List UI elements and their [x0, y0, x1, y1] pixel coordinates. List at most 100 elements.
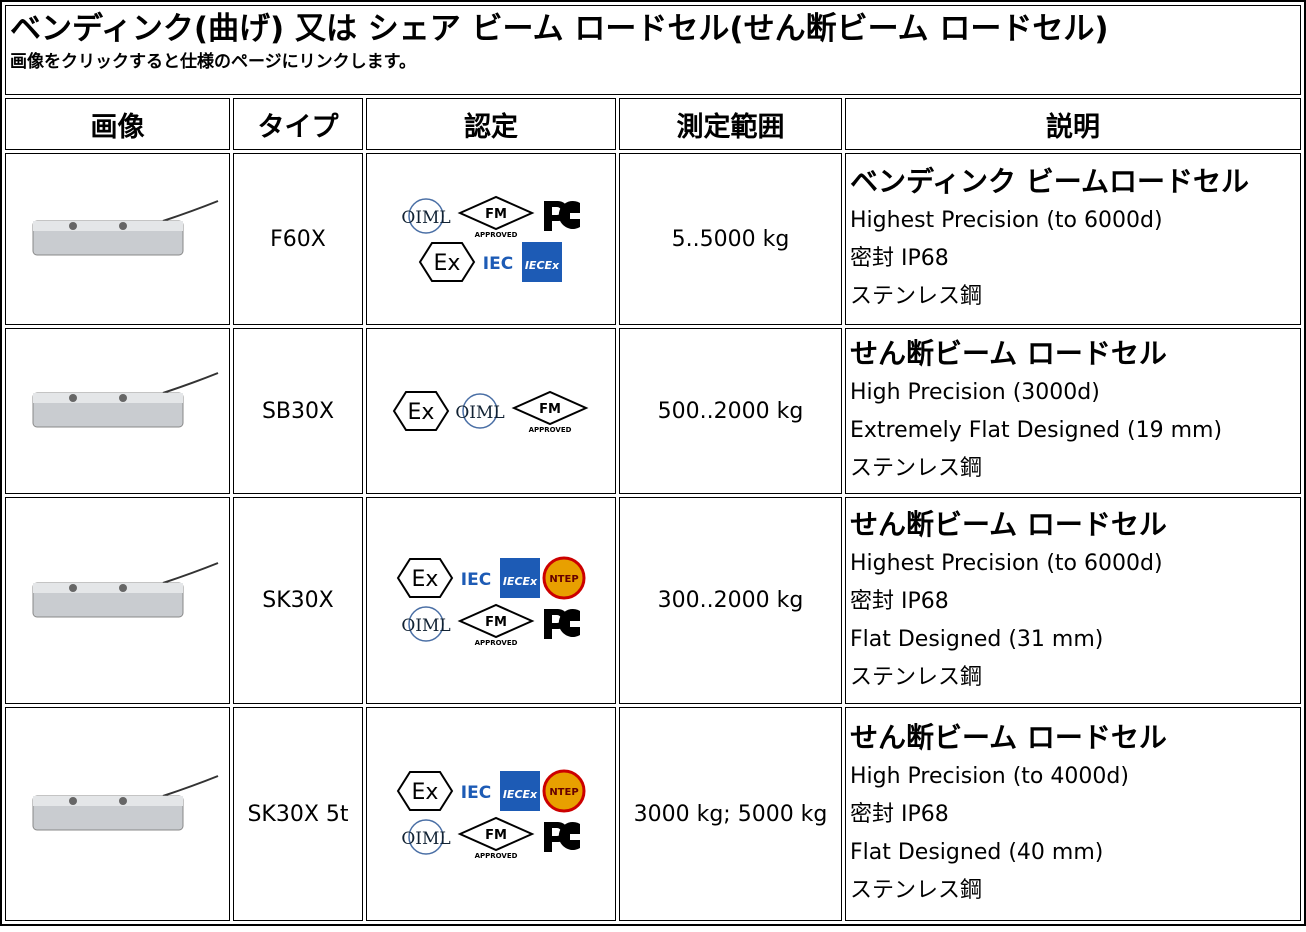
cert-logo: Ex	[396, 771, 454, 811]
cable	[162, 775, 218, 797]
logo-text: NTEP	[549, 787, 578, 798]
cert-logo: OIML	[455, 393, 505, 429]
table-body: F60X OIML FM APPROVED Ex IEC IECEx 5..5000 kg ベン…	[5, 153, 1301, 921]
description-heading: せん断ビーム ロードセル	[850, 721, 1167, 754]
hole	[118, 583, 127, 592]
logo-hex	[392, 391, 450, 431]
product-row: F60X OIML FM APPROVED Ex IEC IECEx 5..5000 kg ベン…	[5, 153, 1301, 325]
logo-hex	[396, 557, 454, 598]
logo-text: IECEx	[525, 259, 560, 272]
cert-logo: IECEx	[500, 771, 540, 811]
logo-row: Ex IEC IECEx NTEP	[367, 768, 615, 814]
logo-text: Ex	[412, 567, 439, 592]
logo-text: Ex	[408, 400, 435, 425]
product-image-link[interactable]	[13, 200, 223, 307]
cert-logo: IECEx	[522, 242, 562, 282]
header-cell: 画像	[5, 98, 230, 150]
hole	[118, 222, 127, 230]
logo-shape	[558, 608, 580, 637]
logo-box	[500, 557, 540, 598]
product-image	[32, 561, 218, 617]
logo-text: IEC	[483, 254, 513, 274]
cert-cell: Ex OIML FM APPROVED	[366, 328, 616, 494]
product-row: SK30X Ex IEC IECEx NTEP OIML FM APPROVED 300..20…	[5, 497, 1301, 704]
cell-top	[32, 393, 183, 403]
product-image	[32, 200, 218, 256]
cert-logo: Ex	[392, 391, 450, 431]
logo-shape	[558, 201, 580, 229]
cert-cell: Ex IEC IECEx NTEP OIML FM APPROVED	[366, 497, 616, 704]
cert-logo: NTEP	[542, 769, 586, 813]
cell-top	[32, 796, 183, 806]
header-cell: 測定範囲	[619, 98, 842, 150]
cert-logo: FM APPROVED	[457, 603, 535, 647]
product-image	[32, 775, 218, 831]
cert-cell: OIML FM APPROVED Ex IEC IECEx	[366, 153, 616, 325]
page-subtitle: 画像をクリックすると仕様のページにリンクします。	[10, 52, 416, 72]
logo-box	[456, 771, 496, 811]
logo-globe	[408, 819, 444, 855]
header-cell: 説明	[845, 98, 1301, 150]
logo-hex	[396, 771, 454, 811]
cable	[162, 372, 218, 394]
logo-disc	[542, 769, 586, 813]
range-cell: 5..5000 kg	[619, 153, 842, 325]
description-heading: せん断ビーム ロードセル	[850, 507, 1167, 541]
product-row: SB30X Ex OIML FM APPROVED 500..2000 kg せん断ビーム …	[5, 328, 1301, 494]
logo-text: APPROVED	[475, 231, 518, 239]
product-image-link[interactable]	[13, 372, 223, 479]
logo-text: OIML	[401, 208, 450, 228]
range-cell: 500..2000 kg	[619, 328, 842, 494]
cert-logo: Ex	[396, 557, 454, 598]
logo-text: IECEx	[503, 575, 538, 588]
hole	[68, 797, 77, 805]
cert-logo: OIML	[401, 198, 451, 234]
description-line: ステンレス鋼	[850, 456, 983, 481]
logo-text: FM	[485, 207, 507, 222]
description-cell: ベンディンク ビームロードセル Highest Precision (to 600…	[845, 153, 1301, 325]
header-cell: タイプ	[233, 98, 363, 150]
image-cell	[5, 707, 230, 921]
cert-logo	[544, 822, 580, 852]
logo-disc	[542, 556, 586, 599]
product-image-link[interactable]	[13, 561, 223, 669]
logo-text: FM	[485, 615, 507, 630]
description-cell: せん断ビーム ロードセル High Precision (3000d) Extrem…	[845, 328, 1301, 494]
type-cell: SB30X	[233, 328, 363, 494]
logo-box	[478, 242, 518, 282]
cell-top	[32, 582, 183, 593]
cert-logo: OIML	[401, 605, 451, 642]
logo-text: IEC	[461, 570, 491, 590]
cert-logo: OIML	[401, 819, 451, 855]
description-line: ステンレス鋼	[850, 664, 983, 690]
logo-row: Ex OIML FM APPROVED	[367, 388, 615, 434]
logo-text: Ex	[434, 251, 461, 276]
description-line: Flat Designed (40 mm)	[850, 840, 1104, 865]
product-image-link[interactable]	[13, 775, 223, 882]
description-cell: せん断ビーム ロードセル High Precision (to 4000d) 密封 …	[845, 707, 1301, 921]
hole	[68, 394, 77, 402]
cert-logo: FM APPROVED	[457, 816, 535, 860]
logo-text: OIML	[455, 403, 504, 423]
logo-text: NTEP	[549, 574, 578, 585]
range-cell: 300..2000 kg	[619, 497, 842, 704]
image-cell	[5, 328, 230, 494]
logo-box	[522, 242, 562, 282]
logo-text: Ex	[412, 780, 439, 805]
title-cell: ベンディンク(曲げ) 又は シェア ビーム ロードセル(せん断ビーム ロードセル…	[5, 5, 1301, 95]
description-line: Highest Precision (to 6000d)	[850, 208, 1163, 233]
description-line: ステンレス鋼	[850, 284, 983, 309]
cert-logo: IEC	[478, 242, 518, 282]
logo-row: Ex IEC IECEx	[367, 239, 615, 285]
logo-text: APPROVED	[529, 426, 572, 434]
description-line: High Precision (to 4000d)	[850, 764, 1129, 789]
cert-logo	[544, 201, 580, 231]
logo-diamond	[457, 603, 535, 638]
cable	[162, 200, 218, 222]
description-line: Flat Designed (31 mm)	[850, 626, 1104, 652]
page-title: ベンディンク(曲げ) 又は シェア ビーム ロードセル(せん断ビーム ロードセル…	[10, 11, 1109, 47]
logo-row: OIML FM APPROVED	[367, 814, 615, 860]
cert-logo: IEC	[456, 771, 496, 811]
logo-diamond	[457, 816, 535, 852]
